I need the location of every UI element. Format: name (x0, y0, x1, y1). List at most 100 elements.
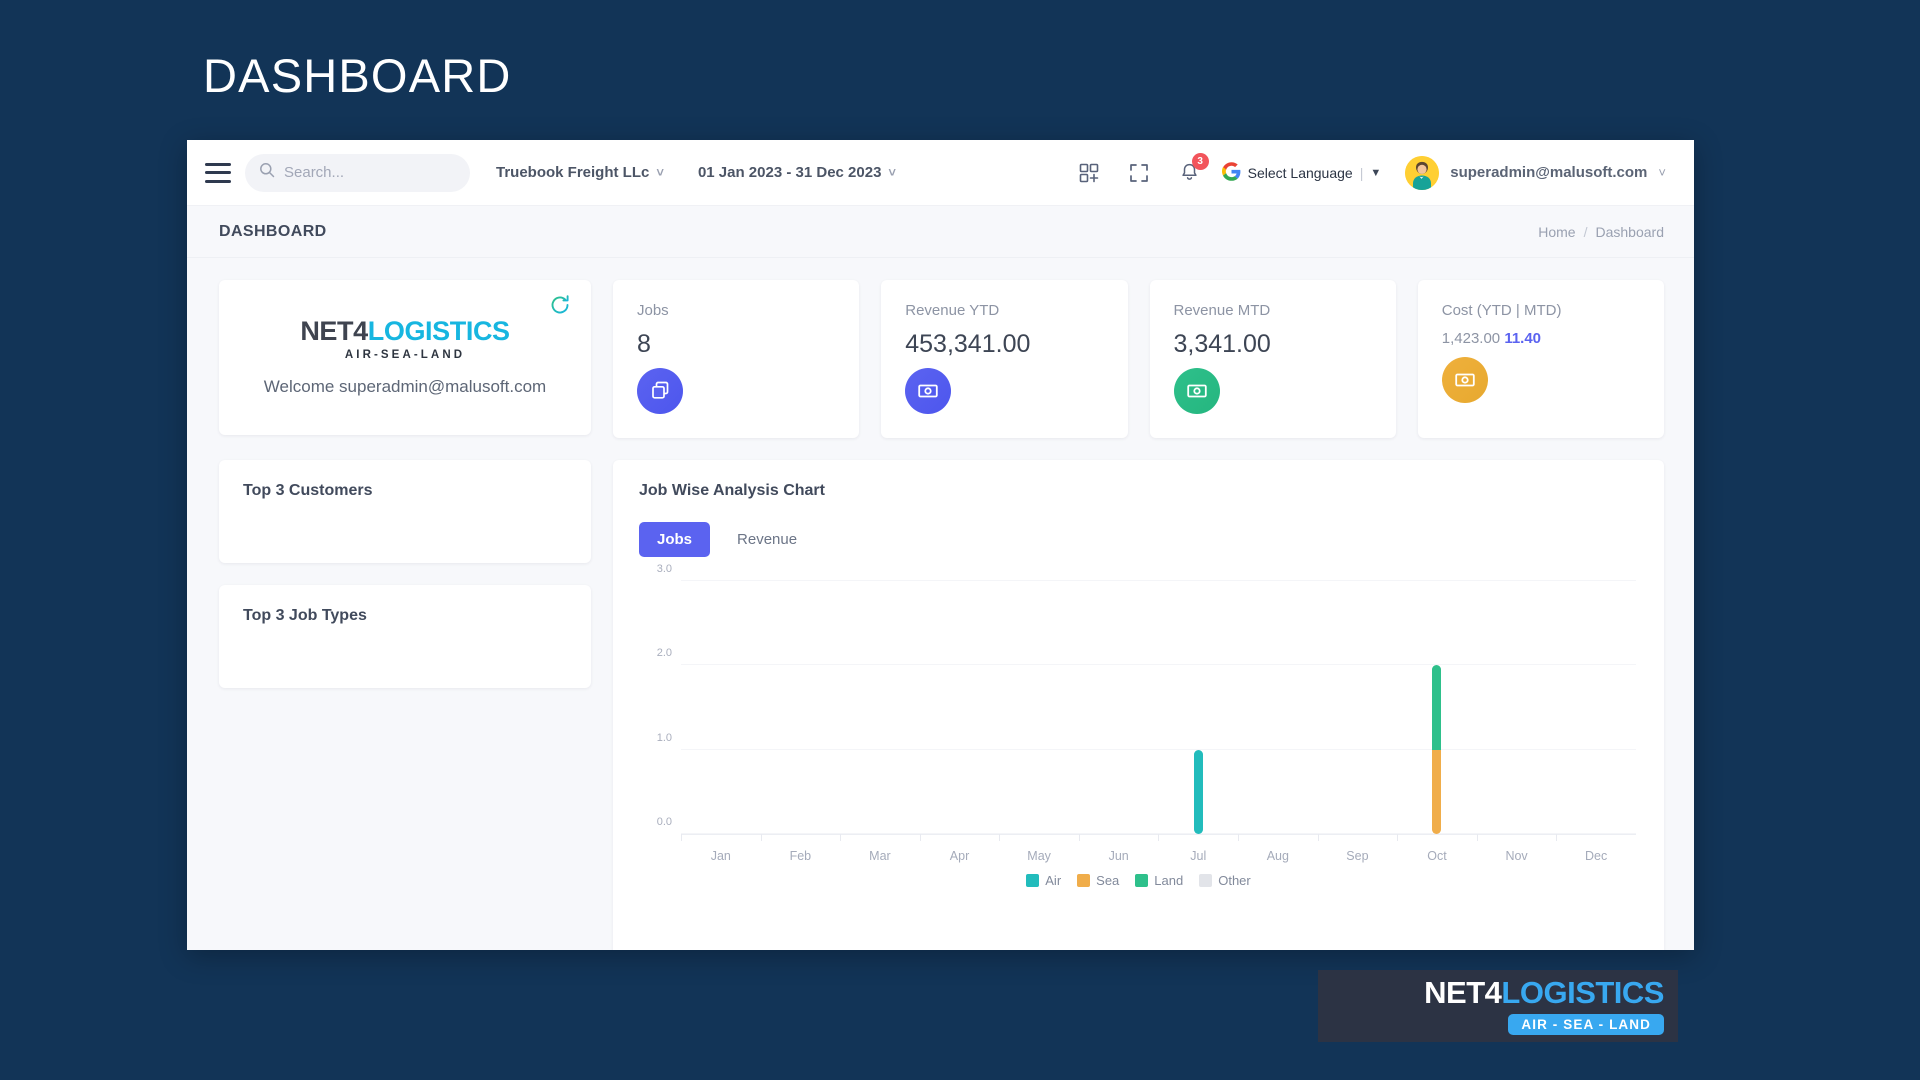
language-selector[interactable]: Select Language | ▼ (1221, 161, 1382, 184)
chart-bar-group[interactable] (999, 581, 1079, 841)
chart-title: Job Wise Analysis Chart (639, 482, 825, 499)
chart-x-label: Feb (789, 849, 812, 863)
chart-x-axis-labels: Jan Feb Mar Apr May Jun Jul Aug Sep Oct Nov Dec (681, 841, 1636, 871)
chart-legend-swatch (1199, 874, 1213, 887)
chart-y-tick-label: 0.0 (656, 816, 672, 828)
copy-documents-icon (637, 367, 683, 414)
chart-bar-group[interactable] (1078, 581, 1159, 841)
kpi-row: NET4LOGISTICS AIR-SEA-LAND Welcome super… (219, 280, 1664, 438)
chart-bar-stack[interactable] (1432, 665, 1442, 834)
fullscreen-icon[interactable] (1129, 163, 1149, 183)
chart-bar-group[interactable] (1476, 581, 1557, 841)
page-title: DASHBOARD (203, 49, 512, 102)
chart-legend-swatch (1026, 874, 1040, 887)
search-input[interactable] (284, 164, 456, 181)
breadcrumb-home-link[interactable]: Home (1538, 223, 1576, 240)
chart-x-label: Jan (710, 849, 731, 863)
chart-y-tick-label: 1.0 (656, 731, 672, 744)
chart-x-tick (1317, 834, 1319, 841)
chart-x-label: Jul (1190, 849, 1207, 863)
refresh-icon[interactable] (549, 294, 571, 321)
kpi-value-ytd: 1,423.00 (1441, 330, 1501, 347)
date-range-selector[interactable]: 01 Jan 2023 - 31 Dec 2023 ˅ (698, 164, 896, 181)
notifications-bell-icon[interactable]: 3 (1179, 153, 1209, 183)
top-customers-card: Top 3 Customers (219, 460, 591, 563)
chart-bar-group[interactable] (760, 581, 841, 841)
chart-bar-group[interactable] (681, 581, 761, 841)
chart-y-tick-label: 3.0 (656, 563, 672, 575)
chart-legend-label: Sea (1096, 873, 1120, 888)
chart-bar-group[interactable] (1158, 581, 1238, 841)
chart-legend-label: Land (1154, 873, 1184, 888)
chevron-down-icon: ˅ (1658, 165, 1666, 180)
brand-badge-wordmark: NET4LOGISTICS (1424, 977, 1664, 1008)
company-logo: NET4LOGISTICS AIR-SEA-LAND (300, 317, 510, 362)
chart-legend-item[interactable]: Air (1026, 873, 1061, 888)
kpi-card-cost[interactable]: Cost (YTD | MTD) 1,423.00 11.40 (1417, 280, 1664, 438)
grid-plus-icon[interactable] (1079, 163, 1099, 183)
chart-legend-item[interactable]: Land (1135, 873, 1183, 888)
chart-bar-segment-sea (1432, 749, 1442, 834)
chart-bar-group[interactable] (1397, 581, 1477, 841)
chart-gridline: 1.0 (657, 732, 1636, 750)
tab-revenue[interactable]: Revenue (737, 531, 798, 548)
page-heading: DASHBOARD (219, 222, 327, 240)
chart-x-label: Mar (869, 849, 891, 863)
chart-x-label: Dec (1585, 849, 1608, 863)
brand-tagline: AIR - SEA - LAND (1508, 1013, 1664, 1035)
chart-x-label: Aug (1266, 849, 1289, 863)
kpi-value-mtd: 11.40 (1504, 330, 1542, 347)
chart-bar-group[interactable] (1556, 581, 1636, 841)
hamburger-menu-icon[interactable] (205, 162, 231, 183)
top-navbar: Truebook Freight LLc ˅ 01 Jan 2023 - 31 … (187, 140, 1694, 206)
chart-x-tick (1158, 834, 1160, 841)
search-box[interactable] (245, 153, 470, 192)
money-icon (905, 367, 952, 414)
brand-badge: NET4LOGISTICS AIR - SEA - LAND (1318, 970, 1678, 1042)
chevron-down-icon: ▼ (1370, 166, 1382, 179)
chart-legend-item[interactable]: Sea (1077, 873, 1119, 888)
brand-text-primary: NET4 (1424, 974, 1502, 1010)
chart-x-label: Jun (1108, 849, 1129, 863)
chart-bar-group[interactable] (840, 581, 920, 841)
tab-jobs[interactable]: Jobs (639, 522, 711, 557)
welcome-message: Welcome superadmin@malusoft.com (263, 377, 547, 397)
chart-gridline: 3.0 (657, 563, 1636, 581)
navbar-icon-group: 3 (1079, 153, 1209, 183)
chart-bar-group[interactable] (919, 581, 1000, 841)
chart-bar-group[interactable] (1317, 581, 1398, 841)
chart-bar-segment-air (1193, 749, 1203, 834)
chart-legend-item[interactable]: Other (1199, 873, 1251, 888)
chart-bar-group[interactable] (1238, 581, 1318, 841)
company-selector[interactable]: Truebook Freight LLc ˅ (496, 164, 664, 181)
chart-x-label: Apr (949, 849, 970, 863)
kpi-label: Revenue MTD (1173, 302, 1271, 319)
breadcrumb-separator: / (1583, 223, 1588, 240)
company-selector-label: Truebook Freight LLc (496, 164, 650, 181)
language-selector-label: Select Language (1247, 164, 1353, 181)
kpi-card-jobs[interactable]: Jobs 8 (613, 280, 860, 438)
kpi-card-revenue-mtd[interactable]: Revenue MTD 3,341.00 (1149, 280, 1396, 438)
top-jobtypes-card: Top 3 Job Types (219, 585, 591, 688)
top-jobtypes-title: Top 3 Job Types (243, 607, 367, 624)
chart-x-tick (999, 834, 1001, 841)
welcome-card: NET4LOGISTICS AIR-SEA-LAND Welcome super… (219, 280, 591, 435)
user-menu[interactable]: superadmin@malusoft.com ˅ (1405, 155, 1666, 190)
left-column: Top 3 Customers Top 3 Job Types (219, 460, 591, 688)
notification-count-badge: 3 (1191, 153, 1209, 170)
user-email-label: superadmin@malusoft.com (1450, 164, 1648, 181)
logo-subtitle: AIR-SEA-LAND (344, 348, 466, 361)
chart-x-tick (1556, 834, 1558, 841)
chart-bar-stack[interactable] (1193, 749, 1203, 834)
chart-tab-group: Jobs Revenue (639, 522, 1638, 557)
chart-bar-segment-land (1432, 665, 1442, 750)
brand-text-secondary: LOGISTICS (1501, 974, 1664, 1010)
breadcrumb: Home / Dashboard (1538, 224, 1664, 240)
kpi-label: Revenue YTD (905, 302, 1000, 319)
search-icon (259, 162, 275, 183)
chevron-down-icon: ˅ (656, 165, 664, 180)
chart-plot: 0.0 1.0 2.0 3.0 (657, 563, 1636, 841)
kpi-card-revenue-ytd[interactable]: Revenue YTD 453,341.00 (881, 280, 1128, 438)
chart-x-tick (840, 834, 842, 841)
chart-legend-swatch (1077, 874, 1091, 887)
